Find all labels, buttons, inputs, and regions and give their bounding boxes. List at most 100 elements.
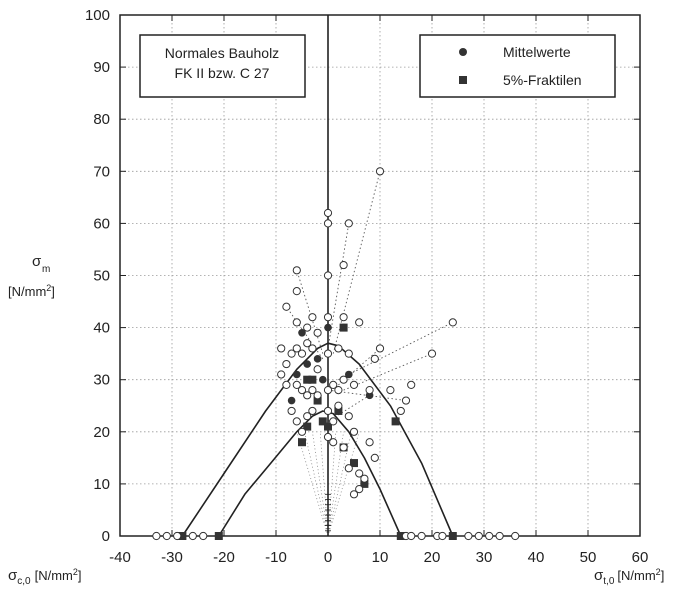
xl-left-unit-post: ] <box>78 568 82 583</box>
open-circle-point <box>292 417 301 426</box>
y-axis-label: σ m [N/mm2] <box>8 253 55 299</box>
mean-value-point <box>293 370 301 379</box>
x-tick-label: -40 <box>109 549 131 566</box>
open-circle-point <box>282 380 291 390</box>
open-circle-point <box>323 208 333 218</box>
open-circle-point <box>349 427 359 436</box>
open-circle-point <box>329 417 338 426</box>
open-circle-point <box>282 359 291 369</box>
open-circle-point <box>448 318 457 327</box>
open-circle-point <box>292 266 301 275</box>
fractile-point <box>298 438 306 447</box>
y-tick-label: 50 <box>93 268 110 285</box>
x-axis-label-right: σt,0 [N/mm2] <box>594 567 664 587</box>
y-tick-label: 90 <box>93 59 110 76</box>
dotted-fan-line <box>312 431 329 537</box>
open-circle-point <box>334 344 343 353</box>
y-tick-label: 10 <box>93 476 110 493</box>
xl-right-unit-pre: [N/mm <box>617 568 655 583</box>
open-circle-point <box>323 271 333 280</box>
open-circle-point <box>401 396 411 405</box>
open-circle-point <box>287 349 296 358</box>
annotation-line-1: Normales Bauholz <box>165 45 279 61</box>
open-circle-point <box>308 313 317 322</box>
annotation-line-2: FK II bzw. C 27 <box>175 65 270 81</box>
open-circle-point <box>308 344 317 353</box>
open-circle-point <box>323 219 333 228</box>
mean-value-point <box>298 329 306 337</box>
open-circle-point <box>349 380 359 390</box>
open-circle-point <box>188 531 197 541</box>
fractile-point <box>360 479 369 488</box>
open-circle-point <box>407 531 416 541</box>
open-circle-point <box>339 260 348 270</box>
y-tick-label: 70 <box>93 163 110 180</box>
open-circle-point <box>464 531 473 541</box>
dotted-fan-line <box>327 431 352 537</box>
y-label-sub: m <box>42 264 50 275</box>
xl-left-unit-sup: 2 <box>73 567 78 577</box>
open-circle-point <box>386 386 395 395</box>
data-points <box>152 167 520 541</box>
open-circle-point <box>344 412 353 421</box>
open-circle-point <box>323 432 333 442</box>
open-circle-point <box>287 406 296 416</box>
annotation-box: Normales Bauholz FK II bzw. C 27 <box>139 34 306 98</box>
open-circle-point <box>349 490 359 499</box>
x-tick-label: -20 <box>213 549 235 566</box>
open-circle-point <box>339 375 348 384</box>
legend-mean-marker <box>459 48 467 56</box>
open-circle-point <box>339 443 348 452</box>
dotted-fan-line <box>304 431 329 537</box>
xl-right-symbol: σ <box>594 567 604 584</box>
y-label-symbol: σ <box>32 253 42 270</box>
mean-value-point <box>319 375 327 384</box>
open-circle-point <box>344 464 353 473</box>
open-circle-point <box>162 531 171 541</box>
open-circle-point <box>355 469 364 478</box>
x-tick-label: 10 <box>372 549 389 566</box>
open-circle-point <box>292 287 301 296</box>
boundary-curve-inner <box>218 410 402 537</box>
fractile-point <box>448 532 457 540</box>
y-tick-label: 30 <box>93 372 110 389</box>
open-circle-point <box>339 313 348 322</box>
open-circle-point <box>277 370 286 379</box>
open-circle-point <box>375 167 385 176</box>
open-circle-point <box>355 485 364 494</box>
open-circle-point <box>323 313 333 322</box>
open-circle-point <box>313 391 322 400</box>
open-circle-point <box>303 323 312 332</box>
annotation-frame <box>139 34 306 98</box>
open-circle-point <box>297 427 307 436</box>
open-circle-point <box>308 406 317 416</box>
open-circle-point <box>297 349 307 358</box>
x-tick-label: 50 <box>580 549 597 566</box>
dotted-fan-line <box>327 431 360 537</box>
mean-value-point <box>313 355 322 363</box>
xl-left-line: σc,0 [N/mm2] <box>8 567 82 587</box>
open-circle-point <box>375 344 385 353</box>
dotted-connector <box>338 321 454 381</box>
fractile-point <box>339 323 348 332</box>
open-circle-point <box>344 219 353 228</box>
x-tick-label: 60 <box>632 549 649 566</box>
open-circle-point <box>370 453 379 462</box>
open-circle-point <box>485 531 494 541</box>
open-circle-point <box>329 438 338 447</box>
tick-labels: -40 -30 -20 -10 0 10 20 30 40 50 60 0 10 20 30 40 50 60 70… <box>85 7 648 566</box>
open-circle-point <box>334 386 343 395</box>
open-circle-point <box>365 386 374 395</box>
mean-value-point <box>287 396 296 405</box>
dotted-connector <box>286 306 324 360</box>
y-label-unit-post: ] <box>51 284 55 299</box>
open-circle-point <box>396 406 405 416</box>
open-circle-point <box>303 391 312 400</box>
dotted-connector <box>332 171 381 354</box>
y-tick-label: 100 <box>85 7 110 24</box>
x-axis-label-left: σc,0 [N/mm2] <box>8 567 82 587</box>
xl-right-unit-post: ] <box>661 568 665 583</box>
open-circle-point <box>303 412 312 421</box>
open-circle-point <box>474 531 483 541</box>
y-tick-label: 60 <box>93 215 110 232</box>
